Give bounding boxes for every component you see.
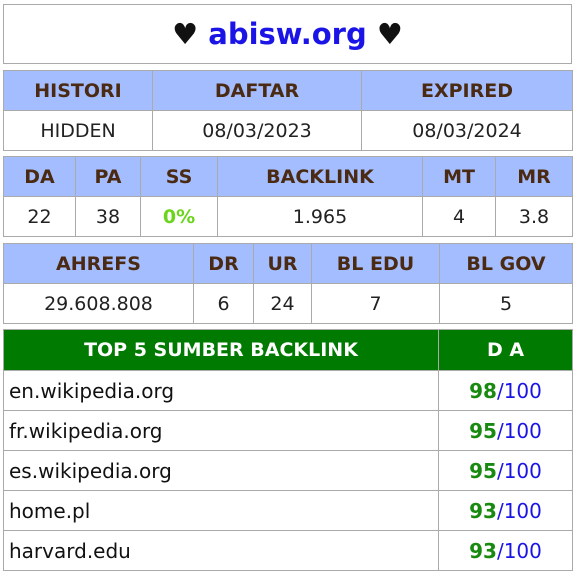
heart-icon: ♥ <box>172 17 199 51</box>
value-bl-gov: 5 <box>439 283 573 324</box>
header-pa: PA <box>75 156 141 197</box>
table-row: home.pl 93/100 <box>3 490 573 531</box>
header-ur: UR <box>253 243 312 284</box>
backlink-da: 93/100 <box>438 530 573 571</box>
metrics-table: DA PA SS BACKLINK MT MR 22 38 0% 1.965 4… <box>3 156 573 237</box>
backlink-da: 95/100 <box>438 450 573 491</box>
page-title: ♥ abisw.org ♥ <box>3 4 572 64</box>
value-daftar: 08/03/2023 <box>152 110 362 151</box>
header-ahrefs: AHREFS <box>3 243 194 284</box>
header-top-sources: TOP 5 SUMBER BACKLINK <box>3 329 439 371</box>
header-dr: DR <box>193 243 254 284</box>
top-backlinks-table: TOP 5 SUMBER BACKLINK D A en.wikipedia.o… <box>3 329 573 571</box>
header-daftar: DAFTAR <box>152 70 362 111</box>
backlink-domain[interactable]: es.wikipedia.org <box>3 450 439 491</box>
value-da: 22 <box>3 196 76 237</box>
ahrefs-table: AHREFS DR UR BL EDU BL GOV 29.608.808 6 … <box>3 243 573 324</box>
header-da: DA <box>3 156 76 197</box>
header-bl-edu: BL EDU <box>311 243 440 284</box>
value-histori: HIDDEN <box>3 110 153 151</box>
table-row: harvard.edu 93/100 <box>3 530 573 571</box>
value-mt: 4 <box>422 196 496 237</box>
value-ss: 0% <box>140 196 218 237</box>
table-row: en.wikipedia.org 98/100 <box>3 370 573 411</box>
value-bl-edu: 7 <box>311 283 440 324</box>
backlink-domain[interactable]: en.wikipedia.org <box>3 370 439 411</box>
table-row: fr.wikipedia.org 95/100 <box>3 410 573 451</box>
backlink-domain[interactable]: harvard.edu <box>3 530 439 571</box>
value-pa: 38 <box>75 196 141 237</box>
header-da-score: D A <box>438 329 573 371</box>
backlink-da: 93/100 <box>438 490 573 531</box>
value-expired: 08/03/2024 <box>361 110 573 151</box>
backlink-domain[interactable]: home.pl <box>3 490 439 531</box>
header-expired: EXPIRED <box>361 70 573 111</box>
header-mt: MT <box>422 156 496 197</box>
title-box: ♥ abisw.org ♥ <box>3 4 572 64</box>
header-bl-gov: BL GOV <box>439 243 573 284</box>
backlink-domain[interactable]: fr.wikipedia.org <box>3 410 439 451</box>
header-mr: MR <box>495 156 573 197</box>
site-link[interactable]: abisw.org <box>208 17 367 51</box>
registration-table: HISTORI DAFTAR EXPIRED HIDDEN 08/03/2023… <box>3 70 573 151</box>
backlink-da: 95/100 <box>438 410 573 451</box>
header-ss: SS <box>140 156 218 197</box>
table-row: es.wikipedia.org 95/100 <box>3 450 573 491</box>
value-mr: 3.8 <box>495 196 573 237</box>
value-ur: 24 <box>253 283 312 324</box>
header-histori: HISTORI <box>3 70 153 111</box>
header-backlink: BACKLINK <box>217 156 423 197</box>
value-backlink: 1.965 <box>217 196 423 237</box>
value-dr: 6 <box>193 283 254 324</box>
backlink-da: 98/100 <box>438 370 573 411</box>
value-ahrefs: 29.608.808 <box>3 283 194 324</box>
heart-icon: ♥ <box>376 17 403 51</box>
